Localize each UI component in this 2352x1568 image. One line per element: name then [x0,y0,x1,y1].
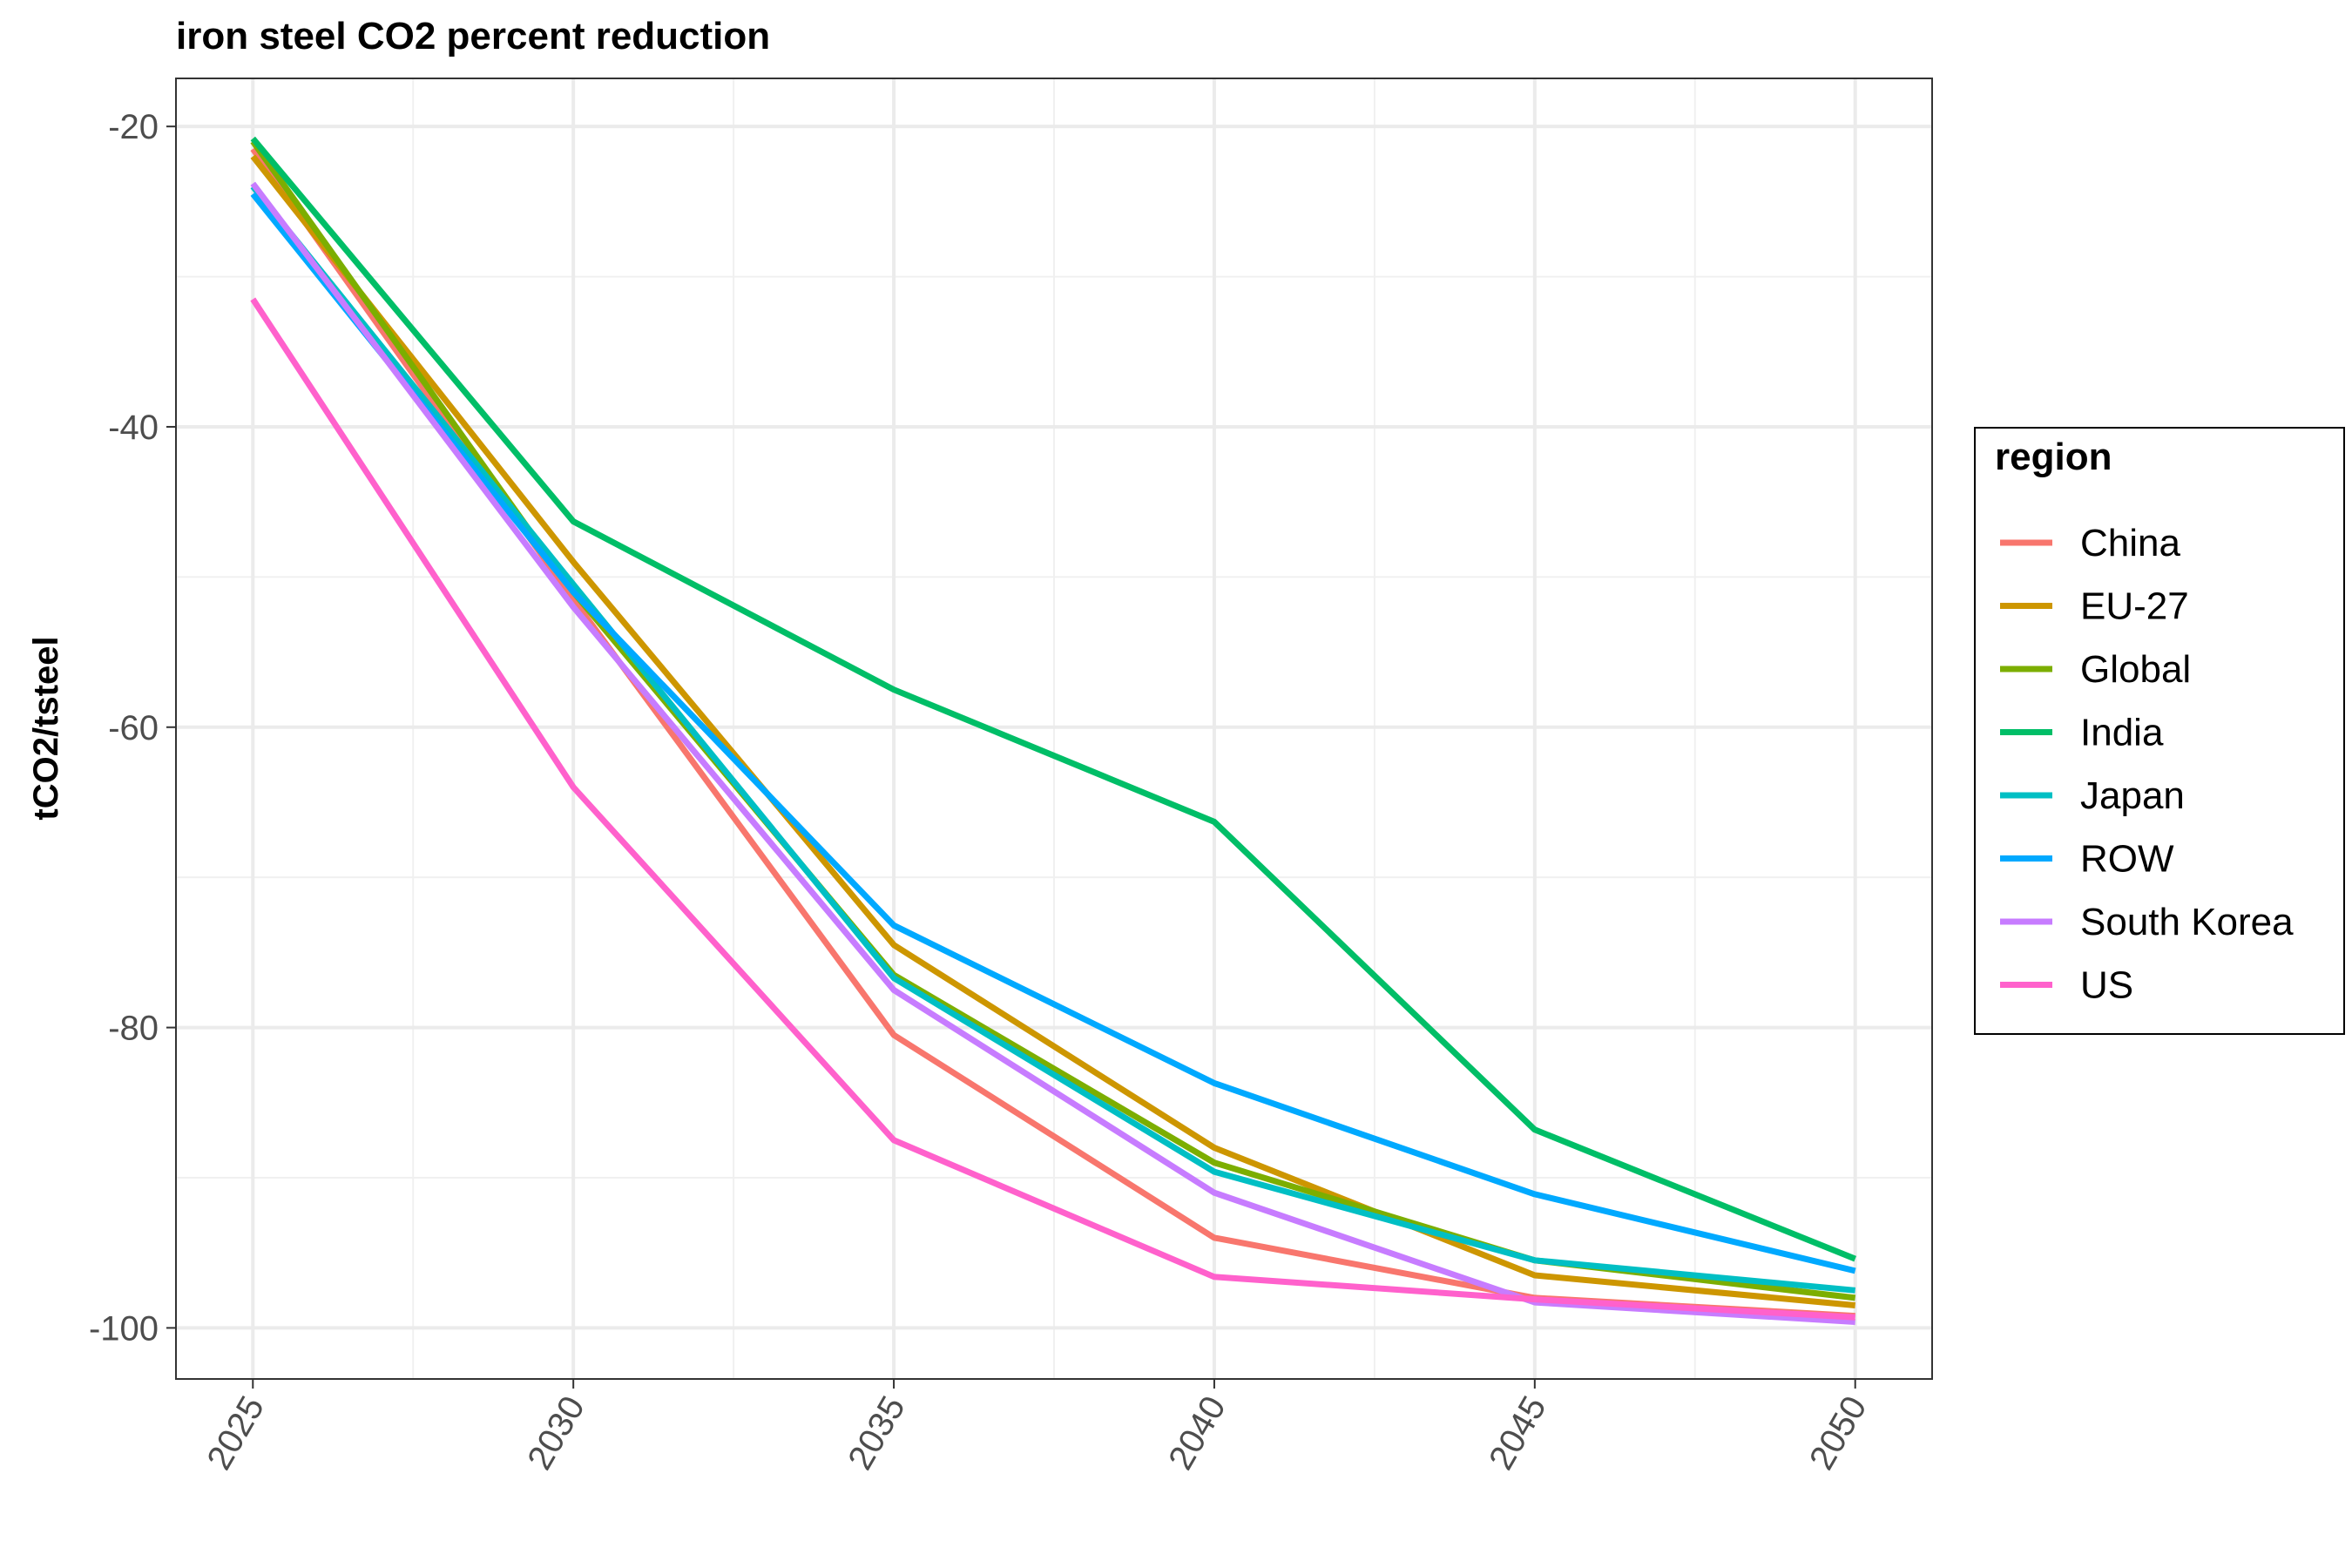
chart-title: iron steel CO2 percent reduction [176,15,770,57]
y-tick-label: -20 [108,108,159,146]
x-tick-label: 2025 [199,1390,272,1477]
series-line-row [250,192,1856,1274]
legend-label-south-korea: South Korea [2080,901,2294,943]
legend-label-eu-27: EU-27 [2080,585,2189,628]
series-line-eu-27 [250,154,1856,1308]
y-axis-title: tCO2/tsteel [27,636,65,820]
legend-title: region [1995,436,2112,478]
x-tick-label: 2035 [841,1390,913,1477]
legend-label-global: Global [2080,648,2191,691]
legend-label-india: India [2080,712,2164,754]
y-tick-label: -80 [108,1010,159,1048]
y-axis: -20 -40 -60 -80 -100 [89,108,176,1348]
x-tick-label: 2045 [1482,1390,1554,1477]
legend-label-china: China [2080,522,2180,564]
x-axis: 2025 2030 2035 2040 2045 2050 [199,1379,1875,1477]
series-line-us [250,297,1855,1321]
x-tick-label: 2040 [1161,1390,1233,1477]
y-tick-label: -40 [108,409,159,447]
grid-major [176,78,1932,1379]
series-line-japan [250,184,1856,1294]
plot-panel [175,78,1933,1380]
x-tick-label: 2050 [1802,1390,1875,1477]
y-tick-label: -100 [89,1309,159,1348]
legend-label-us: US [2080,964,2133,1007]
series-lines [250,136,1857,1325]
legend-items: China EU-27 Global India Japan ROW South Korea… [2000,522,2294,1007]
legend-label-row: ROW [2080,838,2174,881]
y-tick-label: -60 [108,709,159,747]
x-tick-label: 2030 [520,1390,592,1477]
legend: region China EU-27 Global India Japan ROW Sout… [1974,427,2345,1035]
plot-border [175,78,1933,1380]
legend-label-japan: Japan [2080,774,2185,817]
series-line-india [250,136,1857,1262]
series-line-south-korea [250,181,1855,1325]
